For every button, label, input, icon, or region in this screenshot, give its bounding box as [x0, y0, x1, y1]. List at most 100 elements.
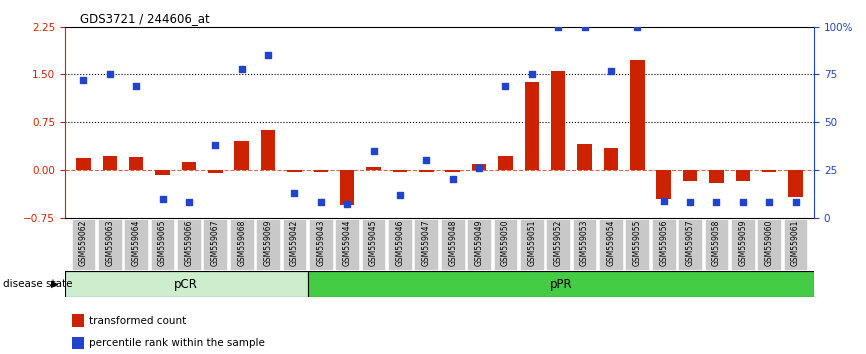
Text: GSM559046: GSM559046 — [396, 220, 404, 266]
Bar — [498, 156, 513, 170]
Point — [288, 190, 301, 196]
FancyBboxPatch shape — [388, 219, 412, 270]
FancyBboxPatch shape — [625, 219, 650, 270]
Point — [656, 198, 670, 203]
FancyBboxPatch shape — [705, 219, 728, 270]
Point — [129, 83, 143, 88]
Text: transformed count: transformed count — [89, 316, 186, 326]
Point — [630, 24, 644, 29]
Point — [604, 68, 617, 73]
FancyBboxPatch shape — [599, 219, 623, 270]
Bar — [155, 170, 170, 175]
FancyBboxPatch shape — [362, 219, 385, 270]
Text: pPR: pPR — [550, 278, 572, 291]
FancyBboxPatch shape — [307, 271, 814, 297]
Text: GDS3721 / 244606_at: GDS3721 / 244606_at — [80, 12, 210, 25]
Point — [552, 24, 565, 29]
Bar — [445, 170, 460, 172]
Text: GSM559062: GSM559062 — [79, 220, 88, 266]
Text: GSM559045: GSM559045 — [369, 220, 378, 266]
Bar — [630, 60, 644, 170]
Text: GSM559044: GSM559044 — [343, 220, 352, 266]
Bar — [578, 144, 591, 170]
FancyBboxPatch shape — [65, 271, 307, 297]
Bar — [288, 170, 301, 172]
Text: GSM559061: GSM559061 — [791, 220, 800, 266]
Point — [683, 200, 697, 205]
Text: GSM559052: GSM559052 — [553, 220, 563, 266]
Text: GSM559054: GSM559054 — [606, 220, 616, 266]
Text: GSM559064: GSM559064 — [132, 220, 140, 266]
FancyBboxPatch shape — [546, 219, 570, 270]
Text: disease state: disease state — [3, 279, 72, 289]
Bar — [182, 162, 197, 170]
Point — [340, 201, 354, 207]
FancyBboxPatch shape — [467, 219, 491, 270]
Text: GSM559056: GSM559056 — [659, 220, 669, 266]
FancyBboxPatch shape — [309, 219, 333, 270]
FancyBboxPatch shape — [652, 219, 675, 270]
Point — [235, 66, 249, 72]
FancyBboxPatch shape — [335, 219, 359, 270]
FancyBboxPatch shape — [441, 219, 464, 270]
Bar — [366, 167, 381, 170]
Text: GSM559066: GSM559066 — [184, 220, 193, 266]
Bar — [261, 130, 275, 170]
Text: GSM559058: GSM559058 — [712, 220, 721, 266]
Text: GSM559068: GSM559068 — [237, 220, 246, 266]
FancyBboxPatch shape — [520, 219, 544, 270]
Point — [313, 200, 327, 205]
Bar — [129, 157, 144, 170]
FancyBboxPatch shape — [758, 219, 781, 270]
Text: GSM559050: GSM559050 — [501, 220, 510, 266]
FancyBboxPatch shape — [229, 219, 254, 270]
FancyBboxPatch shape — [256, 219, 280, 270]
Bar — [73, 337, 84, 349]
Text: GSM559049: GSM559049 — [475, 220, 483, 266]
Point — [446, 177, 460, 182]
Point — [262, 52, 275, 58]
Point — [419, 158, 433, 163]
Text: GSM559060: GSM559060 — [765, 220, 773, 266]
Text: GSM559047: GSM559047 — [422, 220, 430, 266]
Bar — [682, 170, 697, 181]
FancyBboxPatch shape — [678, 219, 702, 270]
Text: pCR: pCR — [174, 278, 198, 291]
FancyBboxPatch shape — [177, 219, 201, 270]
Bar — [313, 170, 328, 172]
FancyBboxPatch shape — [204, 219, 227, 270]
Bar — [73, 314, 84, 327]
Point — [578, 24, 591, 29]
Point — [182, 200, 196, 205]
Bar — [656, 170, 671, 199]
Point — [789, 200, 803, 205]
Text: GSM559065: GSM559065 — [158, 220, 167, 266]
FancyBboxPatch shape — [125, 219, 148, 270]
Point — [156, 196, 170, 201]
Bar — [472, 164, 487, 170]
Text: GSM559042: GSM559042 — [290, 220, 299, 266]
Text: ▶: ▶ — [51, 279, 59, 289]
Bar — [392, 170, 407, 172]
Point — [76, 77, 90, 83]
FancyBboxPatch shape — [415, 219, 438, 270]
Bar — [235, 141, 249, 170]
Point — [366, 148, 380, 154]
Text: GSM559048: GSM559048 — [449, 220, 457, 266]
Point — [472, 165, 486, 171]
Bar — [76, 159, 91, 170]
Text: GSM559059: GSM559059 — [739, 220, 747, 266]
Point — [762, 200, 776, 205]
FancyBboxPatch shape — [151, 219, 174, 270]
Point — [709, 200, 723, 205]
FancyBboxPatch shape — [72, 219, 95, 270]
Text: percentile rank within the sample: percentile rank within the sample — [89, 338, 265, 348]
Text: GSM559055: GSM559055 — [633, 220, 642, 266]
Bar — [208, 170, 223, 173]
FancyBboxPatch shape — [494, 219, 517, 270]
Text: GSM559053: GSM559053 — [580, 220, 589, 266]
Bar — [788, 170, 803, 197]
Text: GSM559043: GSM559043 — [316, 220, 326, 266]
FancyBboxPatch shape — [572, 219, 597, 270]
Point — [393, 192, 407, 198]
